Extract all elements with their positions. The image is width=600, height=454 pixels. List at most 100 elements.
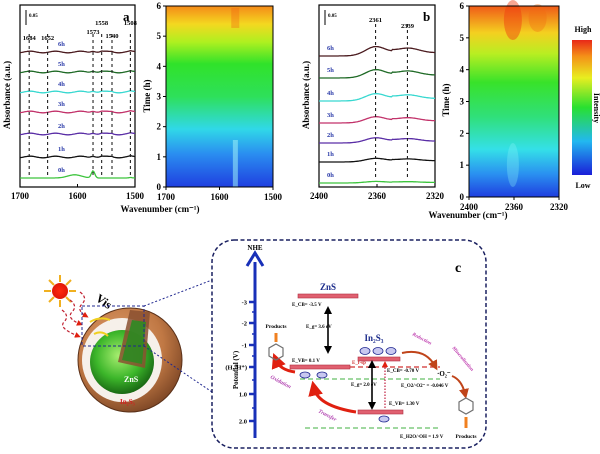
benzene-icon <box>458 397 474 415</box>
scale-bar-label: 0.05 <box>29 14 38 19</box>
y-tick-label: 2 <box>157 122 162 132</box>
shell-label: In₂S₃ <box>120 398 135 406</box>
series-label: 3h <box>58 101 65 108</box>
y-axis-label: Absorbance (a.u.) <box>2 61 12 129</box>
panel-label: b <box>423 9 430 24</box>
series-line-3h <box>319 116 436 124</box>
scale-bar-label: 0.05 <box>328 14 337 19</box>
x-tick-label: 2320 <box>550 202 569 212</box>
y-tick-label: 4 <box>157 61 162 71</box>
y-tick-label: 1 <box>460 160 465 170</box>
x-tick-label: 2320 <box>426 191 445 201</box>
axis-tick-label: -3 <box>242 300 248 307</box>
y-axis-label: Time (h) <box>441 83 451 116</box>
series-label: 2h <box>327 132 334 139</box>
series-line-2h <box>19 132 136 136</box>
zns-eg: E_g= 3.6 eV <box>306 325 332 330</box>
peak-label: 1573 <box>87 29 101 36</box>
series-label: 6h <box>327 45 334 52</box>
y-axis-label: Time (h) <box>142 79 152 112</box>
products-right: Products <box>456 434 477 440</box>
x-tick-label: 2400 <box>310 191 329 201</box>
axis-tick-label: -2 <box>242 321 247 328</box>
superoxide-label: ·O₂⁻ <box>437 370 451 378</box>
panel-a-spectra: 1700 1600 1500 0.05 a 0h 1h 2h 3h 4h 5h 6h 1684 1652 1… <box>2 4 145 201</box>
o2-potential: E_O2/·O2⁻ = -0.046 V <box>401 384 449 389</box>
panel-a-heatmap: 1700 1600 1500 0 1 2 3 4 5 6 Time (h) Wavenumber … <box>120 1 282 214</box>
x-tick-label: 1700 <box>157 192 176 202</box>
benzene-icon <box>268 343 284 361</box>
series-line-0h <box>20 169 136 179</box>
x-axis-label: Wavenumber (cm⁻¹) <box>428 210 507 220</box>
series-line-5h <box>319 68 435 79</box>
series-label: 6h <box>58 41 65 48</box>
series-label: 0h <box>327 172 334 179</box>
series-line-1h <box>19 155 136 159</box>
series-line-4h <box>19 90 136 94</box>
sun-icon <box>44 275 76 307</box>
x-tick-label: 1600 <box>211 192 230 202</box>
products-left: Products <box>266 324 287 330</box>
colorbar-high-label: High <box>575 25 592 34</box>
x-tick-label: 1600 <box>69 191 88 201</box>
series-label: 3h <box>327 112 334 119</box>
heatmap-hotspot <box>528 4 547 32</box>
axis-tick-label: 2.0 <box>239 419 247 426</box>
colorbar-title: Intensity <box>592 93 600 123</box>
in2s3-electrons <box>359 347 397 355</box>
y-tick-label: 3 <box>157 92 162 102</box>
zns-cb-band <box>297 293 359 299</box>
series-label: 2h <box>58 123 65 130</box>
series-line-2h <box>319 137 436 144</box>
transfer-label: Transfer <box>317 408 338 423</box>
axis-tick-label: (H₂/H⁺) <box>225 365 247 372</box>
heatmap-hotspot <box>503 0 522 40</box>
peak-label: 1652 <box>41 35 54 42</box>
series-line-3h <box>19 110 136 114</box>
heatmap-area <box>469 6 559 197</box>
peak-label: 1558 <box>95 20 109 27</box>
oxidation-arrow <box>271 353 296 374</box>
in2s3-evb: E_VB= 1.30 V <box>389 402 420 407</box>
heatmap-hotspot <box>231 8 240 28</box>
zoom-line <box>143 279 213 307</box>
heatmap-streak <box>506 143 519 187</box>
core-label: ZnS <box>124 375 139 384</box>
y-axis-label: Absorbance (a.u.) <box>301 61 311 129</box>
peak-label: 1508 <box>124 20 138 27</box>
in2s3-vb-band <box>357 409 404 415</box>
transfer-arrow <box>308 380 357 414</box>
zns-holes <box>299 371 328 379</box>
axis-title: NHE <box>247 244 263 252</box>
in2s3-label: In₂S₃ <box>365 333 384 343</box>
series-label: 0h <box>58 167 65 174</box>
x-tick-label: 2400 <box>460 202 479 212</box>
series-label: 1h <box>58 146 65 153</box>
oxidation-label: Oxidation <box>269 374 292 390</box>
in2s3-ecb: E_CB= -0.70 V <box>387 369 419 374</box>
heatmap-area <box>166 6 273 187</box>
peak-label: 1540 <box>106 33 119 40</box>
axis-tick-label: -1 <box>242 343 247 350</box>
series-line-4h <box>319 93 435 102</box>
heatmap-streak <box>232 140 238 187</box>
reduction-label: Reduction <box>411 332 432 346</box>
oh-potential: E_H2O/·OH = 1.9 V <box>400 435 444 440</box>
y-tick-label: 0 <box>460 192 465 202</box>
axis-tick-label: 1.0 <box>239 392 247 399</box>
x-tick-label: 1500 <box>126 191 145 201</box>
y-tick-label: 5 <box>157 31 162 41</box>
mineralization-arrow <box>451 375 469 399</box>
y-tick-label: 1 <box>157 152 162 162</box>
series-line-6h <box>319 45 435 57</box>
series-label: 1h <box>327 151 334 158</box>
y-tick-label: 6 <box>460 1 465 11</box>
y-tick-label: 5 <box>460 33 465 43</box>
reduction-arrow <box>401 350 438 371</box>
series-line-0h <box>319 180 435 184</box>
zns-label: ZnS <box>320 282 336 292</box>
axis-label: Potential (V) <box>232 350 240 389</box>
series-label: 4h <box>327 90 334 97</box>
y-tick-label: 3 <box>460 97 465 107</box>
